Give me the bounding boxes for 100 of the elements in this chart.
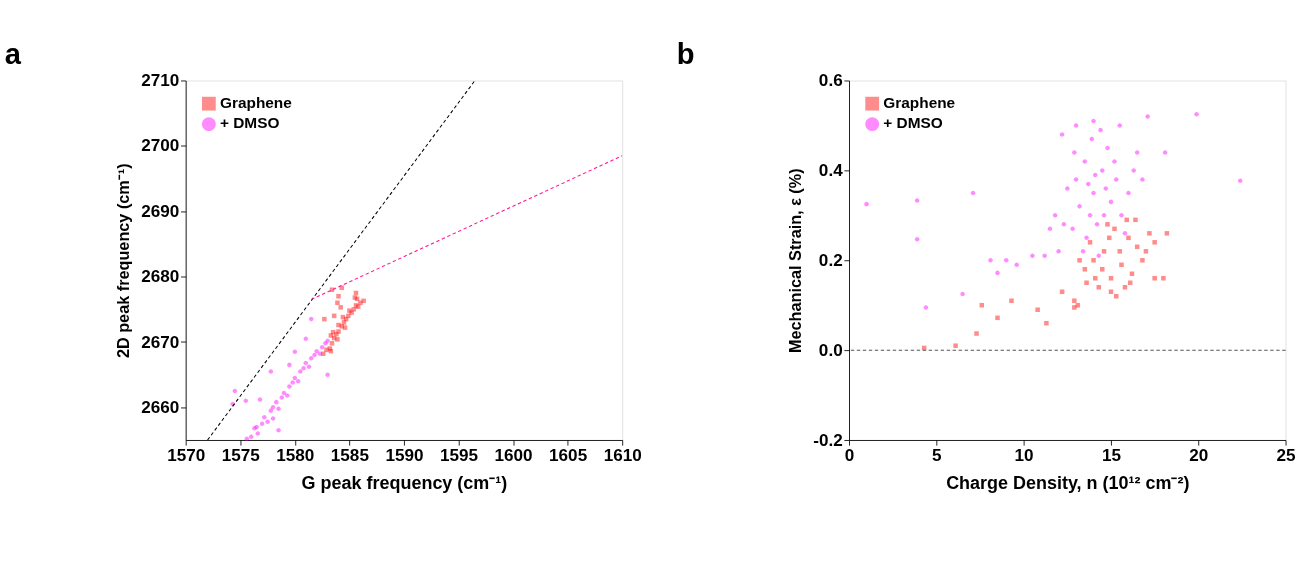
point — [1082, 159, 1088, 164]
point — [1042, 253, 1047, 259]
point — [1161, 276, 1166, 281]
point — [329, 341, 335, 346]
point — [1105, 222, 1110, 227]
point — [295, 378, 301, 384]
point — [1117, 123, 1122, 128]
point — [1117, 249, 1122, 254]
x-axis-title: Charge Density, n (10¹² cm⁻²) — [946, 473, 1190, 494]
x-tick-label: 1595 — [439, 446, 479, 466]
y-tick-label: 0.6 — [818, 71, 843, 91]
point — [1108, 199, 1114, 205]
point — [322, 316, 327, 322]
legend-label: Graphene — [883, 93, 956, 111]
point — [335, 300, 340, 306]
point — [270, 416, 276, 421]
point — [312, 352, 317, 358]
point — [1044, 320, 1049, 326]
point — [1108, 289, 1114, 295]
y-tick-label: -0.2 — [813, 430, 843, 450]
x-tick-label: 1570 — [167, 446, 206, 466]
point — [1112, 226, 1117, 232]
point — [995, 270, 1000, 276]
point — [323, 341, 328, 346]
point — [1091, 190, 1096, 196]
x-tick-label: 1580 — [276, 446, 315, 466]
y-tick-label: 0.4 — [818, 160, 844, 180]
point — [290, 380, 295, 385]
point — [1035, 307, 1040, 312]
point — [1140, 258, 1145, 263]
y-tick-label: 2690 — [141, 201, 180, 221]
point — [1119, 262, 1124, 268]
point — [960, 291, 965, 297]
y-tick-label: 2710 — [141, 71, 180, 91]
point — [1126, 190, 1131, 196]
point — [1072, 150, 1077, 155]
y-tick-label: 2700 — [141, 136, 180, 156]
point — [1073, 123, 1079, 128]
legend-label: Graphene — [219, 93, 293, 111]
point — [1100, 267, 1105, 272]
y-tick-label: 2660 — [141, 397, 180, 417]
point — [287, 362, 292, 368]
point — [953, 343, 958, 348]
point — [1101, 249, 1107, 254]
point — [914, 236, 920, 242]
y-tick-label: 0.2 — [818, 250, 843, 270]
point — [1124, 217, 1129, 223]
point — [1152, 276, 1157, 281]
point — [995, 315, 1000, 321]
point — [1065, 186, 1070, 191]
point — [923, 305, 929, 310]
point — [268, 369, 274, 374]
point — [1084, 235, 1089, 241]
point — [1134, 150, 1140, 155]
point — [914, 198, 920, 203]
point — [1059, 289, 1065, 295]
x-axis-title: G peak frequency (cm⁻¹) — [301, 473, 508, 494]
point — [292, 375, 298, 381]
point — [1030, 253, 1035, 259]
x-tick-label: 20 — [1189, 446, 1209, 466]
point — [255, 431, 261, 436]
point — [970, 190, 976, 196]
point — [298, 369, 303, 374]
x-tick-label: 15 — [1101, 446, 1122, 466]
point — [1113, 177, 1119, 182]
point — [1096, 284, 1102, 290]
point — [1152, 240, 1157, 245]
point — [339, 285, 345, 291]
point — [1077, 258, 1082, 263]
point — [257, 397, 263, 402]
point — [1126, 235, 1131, 241]
y-axis-title: Mechanical Strain, ε (%) — [786, 168, 805, 354]
point — [1072, 305, 1077, 310]
x-tick-label: 1575 — [221, 446, 261, 466]
point — [1070, 226, 1075, 232]
point — [1143, 249, 1149, 254]
chart-title: b — [676, 38, 695, 71]
point — [336, 293, 341, 299]
point — [1047, 226, 1053, 232]
point — [1108, 276, 1114, 281]
chart-title: a — [4, 38, 22, 71]
point — [279, 395, 285, 400]
x-tick-label: 1585 — [330, 446, 370, 466]
point — [1147, 231, 1152, 236]
x-tick-label: 1600 — [494, 446, 533, 466]
point — [988, 258, 993, 263]
point — [1122, 284, 1128, 290]
y-tick-label: 2680 — [141, 267, 180, 287]
point — [1098, 127, 1103, 133]
point — [864, 201, 869, 207]
point — [1093, 276, 1098, 281]
legend-label: + DMSO — [883, 114, 943, 132]
point — [1059, 132, 1065, 137]
point — [974, 331, 979, 336]
point — [338, 305, 343, 310]
point — [335, 337, 340, 342]
point — [1100, 168, 1105, 173]
point — [1105, 145, 1110, 151]
x-tick-label: 25 — [1276, 446, 1297, 466]
y-tick-label: 2670 — [141, 332, 180, 352]
